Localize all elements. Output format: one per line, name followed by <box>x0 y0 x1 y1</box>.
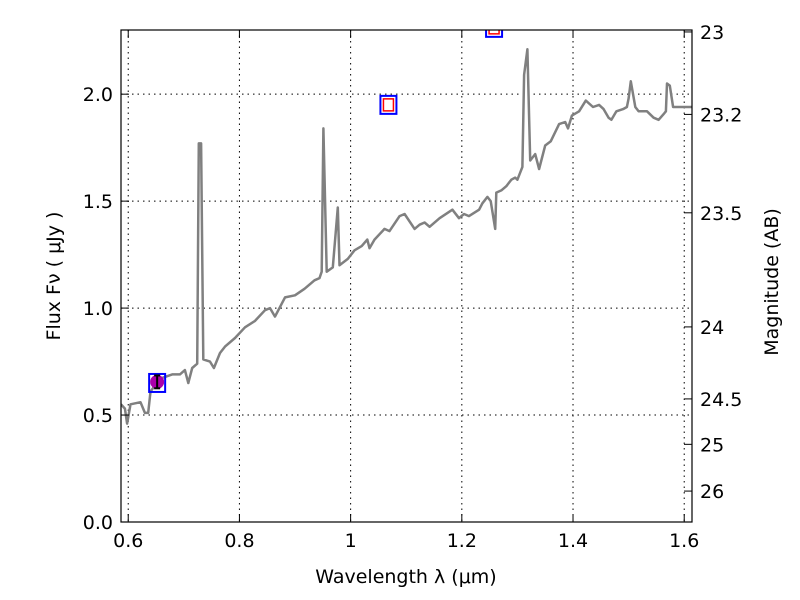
right-tick-label: 24.5 <box>700 389 742 411</box>
x-tick-label: 1.6 <box>669 530 699 552</box>
series-group <box>121 30 692 425</box>
right-axis-label: Magnitude (AB) <box>761 208 783 356</box>
spectrum-line <box>121 48 692 425</box>
y-tick-label: 0.5 <box>83 405 113 427</box>
right-tick-label: 23 <box>700 22 724 44</box>
x-tick-label: 1 <box>345 530 357 552</box>
x-axis-label: Wavelength λ (μm) <box>315 566 496 588</box>
plot-frame <box>120 29 693 523</box>
x-tick-label: 1.2 <box>447 530 477 552</box>
right-tick-label: 23.5 <box>700 203 742 225</box>
x-tick-label: 0.6 <box>113 530 143 552</box>
right-tick-label: 26 <box>700 481 724 503</box>
y-tick-label: 1.5 <box>83 191 113 213</box>
right-tick-label: 25 <box>700 434 724 456</box>
x-tick-label: 0.8 <box>224 530 254 552</box>
model-point <box>488 30 500 35</box>
photometry-box <box>148 372 167 393</box>
plot-area <box>121 30 692 425</box>
axis-ticks: 0.6 0.8 1 1.2 1.4 1.6 0.0 0.5 1.0 1.5 2.0 23 23.2 23.… <box>83 22 743 552</box>
right-tick-label: 23.2 <box>700 104 742 126</box>
grid-lines <box>121 30 692 523</box>
y-axis-label: Flux Fν ( μJy ) <box>43 212 65 341</box>
y-tick-label: 1.0 <box>83 298 113 320</box>
y-tick-label: 2.0 <box>83 84 113 106</box>
x-tick-label: 1.4 <box>558 530 588 552</box>
photometry-box <box>485 30 504 38</box>
model-point <box>382 98 395 112</box>
y-tick-label: 0.0 <box>83 512 113 534</box>
photometry-box <box>379 94 398 115</box>
right-tick-label: 24 <box>700 317 724 339</box>
